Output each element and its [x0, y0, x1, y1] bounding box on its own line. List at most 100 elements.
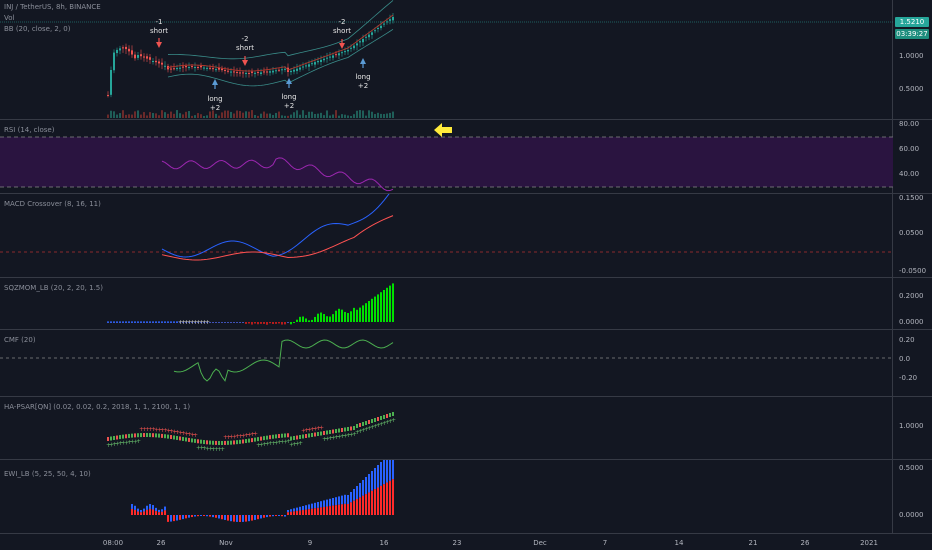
ha-candle [329, 430, 331, 434]
cmf-plot[interactable] [0, 330, 893, 396]
ewi-bar-red [320, 507, 322, 515]
sqzmom-bar [356, 309, 358, 322]
hapsar-chart[interactable]: ++++++++++++++++++++++++++++++++++++++++… [0, 397, 893, 460]
ha-candle [206, 440, 208, 445]
ha-candle [218, 440, 220, 445]
sqz-dot [146, 321, 148, 323]
psar-dot: + [154, 426, 159, 433]
psar-dot: + [361, 427, 366, 434]
ewi-bar-blue [386, 460, 388, 483]
sqzmom-bar [209, 322, 211, 323]
volume-bar [335, 110, 337, 118]
ewi-bar [260, 515, 262, 519]
cmf-chart[interactable] [0, 330, 893, 397]
ewi-bar-red [371, 490, 373, 515]
psar-dot: + [244, 432, 249, 439]
volume-label[interactable]: Vol [4, 14, 15, 22]
psar-dot: + [352, 431, 357, 438]
ha-candle [326, 430, 328, 435]
psar-dot: + [199, 445, 204, 452]
rsi-label[interactable]: RSI (14, close) [4, 126, 55, 134]
candle-body [155, 60, 157, 63]
sqzmom-bar [332, 314, 334, 322]
psar-dot: + [379, 421, 384, 428]
sqzmom-bar [386, 287, 388, 322]
ewi-bar-red [305, 509, 307, 515]
ewi-bar [170, 515, 172, 522]
rsi-chart[interactable] [0, 120, 893, 194]
main-price-pane[interactable]: INJ / TetherUS, 8h, BINANCE Vol BB (20, … [0, 0, 932, 120]
psar-dot: + [295, 441, 300, 448]
hapsar-pane[interactable]: + + + + + + + + + + + + + + + + + + + + + + + + + + + + + + + + + + + + + + + +… [0, 397, 932, 460]
psar-dot: + [334, 434, 339, 441]
candle-body [134, 54, 136, 59]
psar-dot: + [160, 427, 165, 434]
volume-bar [170, 111, 172, 118]
hapsar-label[interactable]: HA-PSAR[QN] (0.02, 0.02, 0.2, 2018, 1, 1… [4, 403, 191, 411]
ewi-bar-red [329, 506, 331, 515]
ewi-bar-blue [353, 489, 355, 501]
ha-candle [164, 434, 166, 439]
ha-candle [107, 437, 109, 441]
sqz-dot [131, 321, 133, 323]
price-chart[interactable] [0, 0, 893, 120]
x-tick-14: 14 [674, 539, 684, 547]
psar-dot: + [220, 446, 225, 453]
rsi-pane[interactable]: RSI (14, close) 80.00 60.00 40.00 [0, 120, 932, 194]
psar-dot: + [373, 423, 378, 430]
ewi-pane[interactable]: EWI_LB (5, 25, 50, 4, 10) 0.5000 0.0000 [0, 460, 932, 534]
ha-candle [122, 434, 124, 439]
ewi-label[interactable]: EWI_LB (5, 25, 50, 4, 10) [4, 470, 91, 478]
psar-dot: + [322, 436, 327, 443]
cmf-label[interactable]: CMF (20) [4, 336, 36, 344]
ewi-bar-blue [365, 477, 367, 495]
volume-bar [257, 115, 259, 118]
psar-dot: + [172, 428, 177, 435]
ha-candle [377, 417, 379, 421]
x-tick-23: 23 [452, 539, 462, 547]
ewi-chart[interactable] [0, 460, 893, 534]
volume-bar [308, 111, 310, 118]
x-tick-nov: Nov [219, 539, 233, 547]
ewi-bar-red [146, 509, 148, 515]
sqz-cross: + [190, 319, 195, 326]
macd-label[interactable]: MACD Crossover (8, 16, 11) [4, 200, 101, 208]
ha-candle [287, 433, 289, 438]
macd-pane[interactable]: MACD Crossover (8, 16, 11) 0.1500 0.0500… [0, 194, 932, 278]
bb-upper-line [167, 0, 394, 60]
ewi-bar [209, 515, 211, 517]
symbol-title[interactable]: INJ / TetherUS, 8h, BINANCE [4, 3, 101, 11]
ha-candle [224, 440, 226, 445]
volume-bar [161, 110, 163, 118]
sqzmom-tick-2: 0.0000 [899, 318, 924, 326]
ewi-bar-red [338, 504, 340, 515]
sqzmom-bar [260, 322, 262, 324]
psar-dot: + [232, 433, 237, 440]
psar-dot: + [313, 426, 318, 433]
sqzmom-bar [287, 322, 289, 323]
psar-dot: + [268, 440, 273, 447]
volume-bar [377, 112, 379, 118]
annotation-short-2-value: -2 [241, 35, 249, 43]
macd-plot[interactable] [0, 194, 893, 277]
ha-candle [176, 435, 178, 440]
sqzmom-label[interactable]: SQZMOM_LB (20, 2, 20, 1.5) [4, 284, 103, 292]
macd-chart[interactable] [0, 194, 893, 278]
candle-body [200, 65, 202, 68]
psar-dot: + [112, 441, 117, 448]
sqzmom-plot[interactable]: + + + + + + + + + + [0, 278, 893, 329]
candle-body [236, 71, 238, 73]
sqzmom-chart[interactable]: ++++++++++ [0, 278, 893, 330]
bb-label[interactable]: BB (20, close, 2, 0) [4, 25, 71, 33]
ewi-plot[interactable] [0, 460, 893, 533]
price-plot[interactable] [0, 0, 893, 119]
rsi-plot[interactable] [0, 120, 893, 193]
volume-bar [245, 111, 247, 118]
sqzmom-pane[interactable]: + + + + + + + + + + SQZMOM_LB (20, 2, 20, 1.5) 0.… [0, 278, 932, 330]
ewi-bar [224, 515, 226, 520]
ha-candle [332, 429, 334, 434]
ha-candle [290, 436, 292, 441]
hapsar-plot[interactable]: + + + + + + + + + + + + + + + + + + + + + + + + + + + + + + + + + + + + + + + +… [0, 397, 893, 459]
ewi-bar [275, 515, 277, 517]
cmf-pane[interactable]: CMF (20) 0.20 0.0 -0.20 [0, 330, 932, 397]
